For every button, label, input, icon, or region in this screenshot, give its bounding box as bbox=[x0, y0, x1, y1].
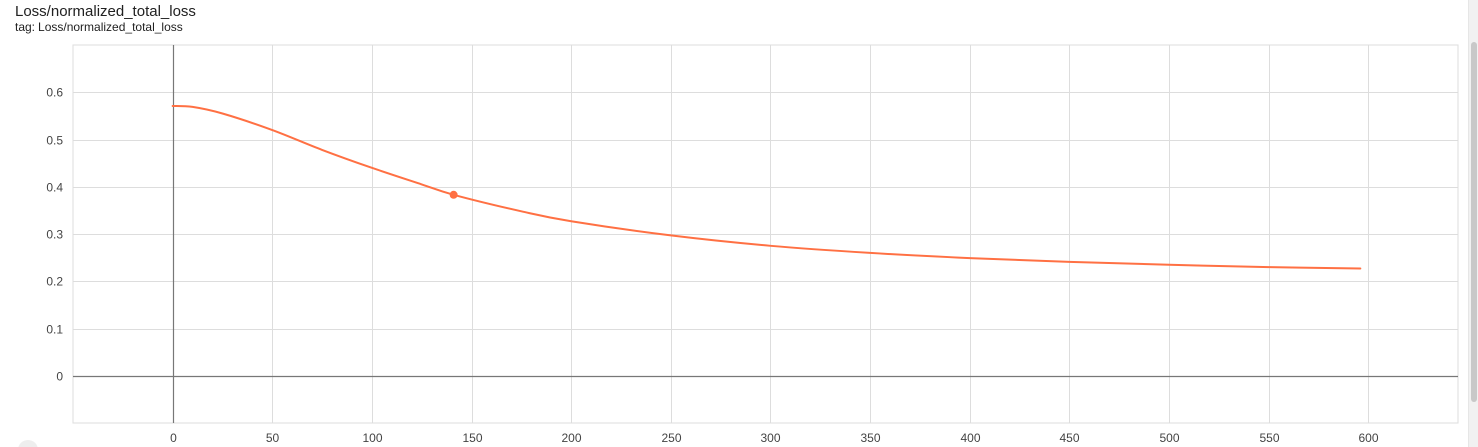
y-tick-label: 0.2 bbox=[46, 275, 63, 289]
series-line bbox=[171, 104, 1362, 270]
highlight-point bbox=[449, 190, 458, 199]
y-tick-label: 0.4 bbox=[46, 181, 63, 195]
vertical-scrollbar[interactable] bbox=[1468, 0, 1478, 447]
x-tick-label: 150 bbox=[462, 431, 482, 445]
x-tick-label: 550 bbox=[1259, 431, 1279, 445]
y-tick-label: 0.6 bbox=[46, 86, 63, 100]
x-tick-label: 350 bbox=[860, 431, 880, 445]
x-tick-label: 600 bbox=[1358, 431, 1378, 445]
x-tick-label: 100 bbox=[362, 431, 382, 445]
scrollbar-thumb[interactable] bbox=[1471, 42, 1477, 402]
tag-value: Loss/normalized_total_loss bbox=[38, 20, 183, 34]
x-tick-label: 400 bbox=[960, 431, 980, 445]
x-tick-label: 50 bbox=[266, 431, 280, 445]
x-tick-label: 200 bbox=[561, 431, 581, 445]
x-tick-label: 500 bbox=[1159, 431, 1179, 445]
y-tick-label: 0.1 bbox=[46, 323, 63, 337]
y-tick-label: 0.3 bbox=[46, 228, 63, 242]
x-tick-label: 0 bbox=[170, 431, 177, 445]
y-tick-label: 0 bbox=[56, 370, 63, 384]
expand-icon[interactable] bbox=[18, 440, 38, 447]
chart-title: Loss/normalized_total_loss bbox=[15, 3, 196, 20]
chart-tag: tag: Loss/normalized_total_loss bbox=[15, 20, 183, 35]
x-tick-label: 450 bbox=[1059, 431, 1079, 445]
x-tick-label: 250 bbox=[661, 431, 681, 445]
tag-prefix: tag: bbox=[15, 20, 36, 34]
x-tick-label: 300 bbox=[760, 431, 780, 445]
y-tick-label: 0.5 bbox=[46, 134, 63, 148]
